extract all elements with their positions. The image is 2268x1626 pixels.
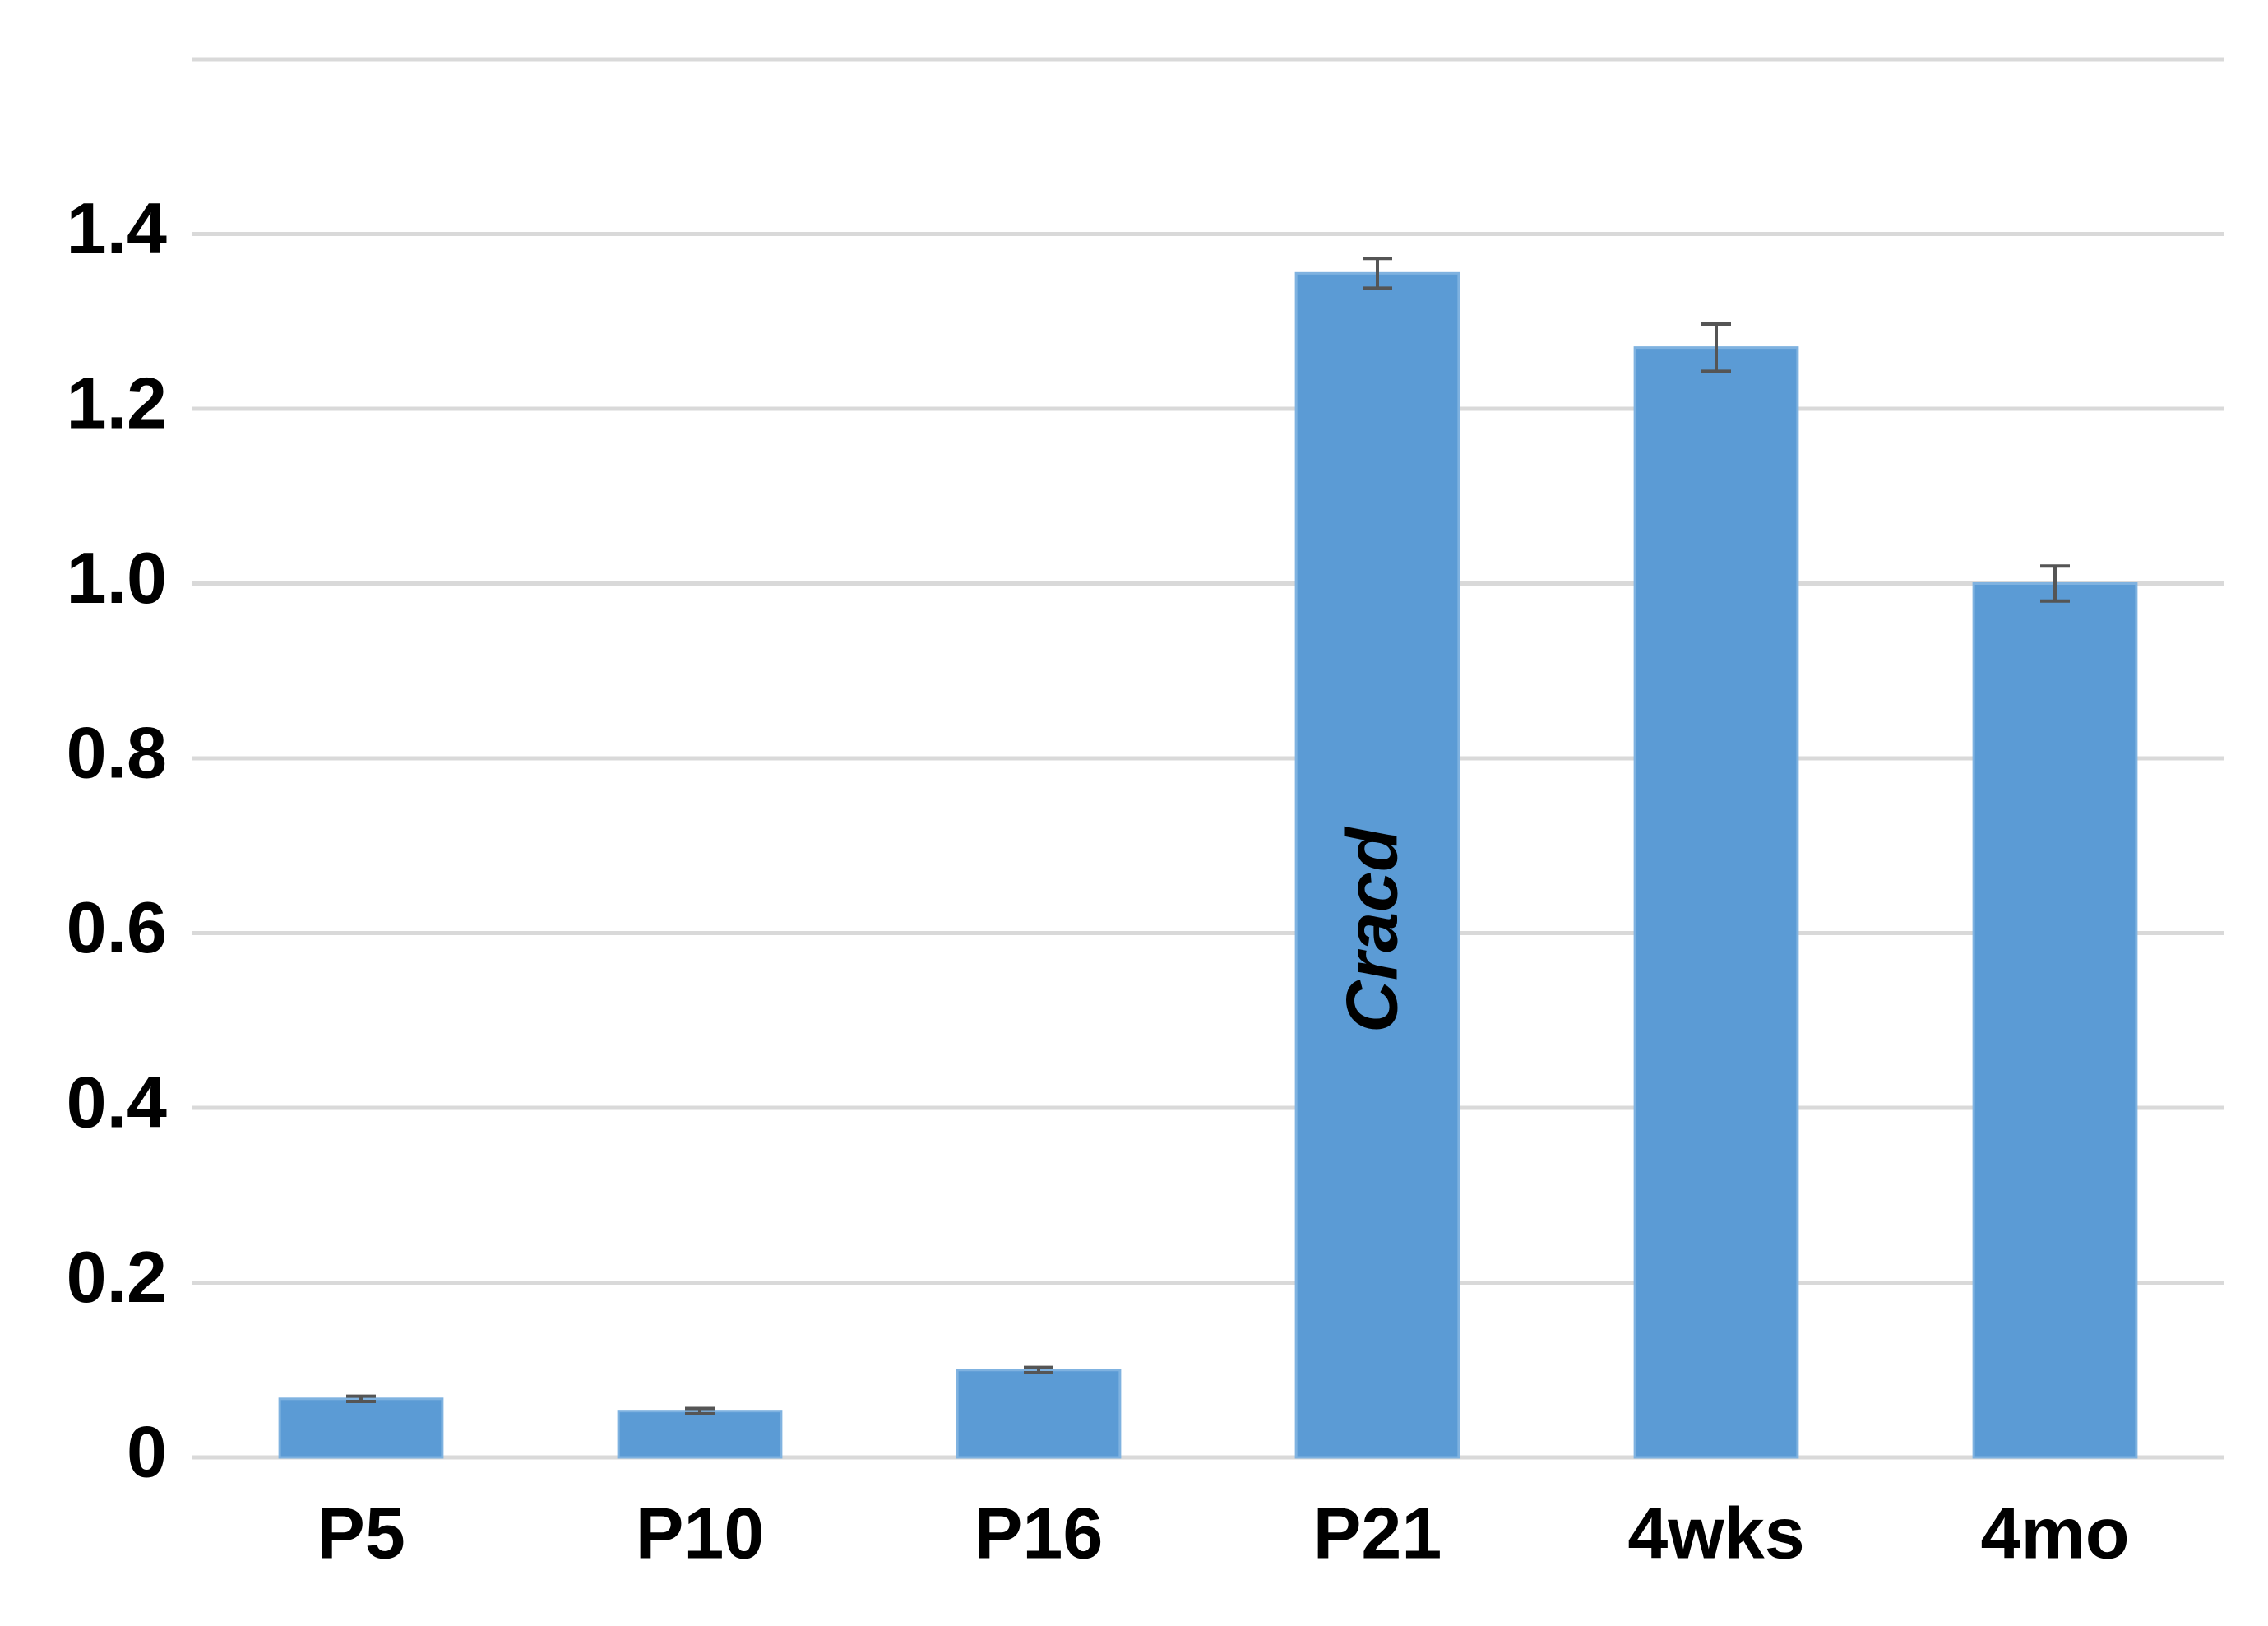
- annotation: Cracd: [1331, 826, 1412, 1033]
- bar: [1972, 582, 2138, 1459]
- y-tick-label: 0.6: [67, 887, 167, 968]
- y-tick-label: 0: [127, 1411, 167, 1492]
- x-tick-label: P21: [1313, 1492, 1442, 1573]
- y-tick-label: 1.0: [67, 537, 167, 618]
- x-tick-label: P10: [636, 1492, 765, 1573]
- y-tick-label: 1.2: [67, 362, 167, 443]
- bar: [956, 1369, 1122, 1459]
- error-bar: [1701, 322, 1731, 373]
- error-bar: [346, 1394, 376, 1403]
- y-tick-label: 0.4: [67, 1061, 167, 1142]
- error-bar: [1024, 1365, 1053, 1374]
- x-tick-label: 4mo: [1981, 1492, 2130, 1573]
- y-tick-label: 0.2: [67, 1236, 167, 1318]
- bar: [278, 1397, 444, 1459]
- error-bar: [1363, 257, 1392, 290]
- error-bar: [2040, 564, 2070, 603]
- error-bar: [685, 1406, 715, 1415]
- y-tick-label: 1.4: [67, 188, 167, 269]
- bar: [1633, 346, 1799, 1459]
- x-tick-label: P5: [317, 1492, 405, 1573]
- bar: [617, 1410, 783, 1459]
- y-tick-label: 0.8: [67, 711, 167, 793]
- x-tick-label: P16: [974, 1492, 1104, 1573]
- x-tick-label: 4wks: [1627, 1492, 1804, 1573]
